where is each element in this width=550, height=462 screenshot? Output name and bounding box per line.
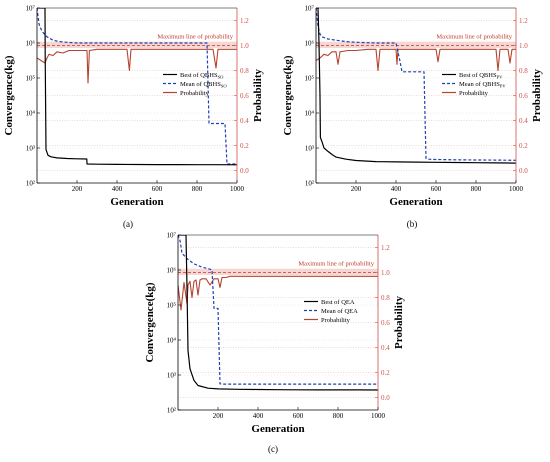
x-tick-label: 800: [471, 185, 482, 193]
series-line-2: [316, 8, 516, 161]
panel-label: (b): [407, 219, 418, 229]
y-tick-label: 10⁶: [167, 267, 177, 275]
y2-tick-label: 1.2: [519, 17, 528, 25]
series-line-1: [178, 235, 378, 391]
legend-label: Probability: [321, 317, 351, 324]
y-tick-label: 10⁷: [26, 5, 36, 13]
y2-tick-label: 0.8: [381, 294, 390, 302]
y2-tick-label: 0.2: [240, 142, 249, 150]
legend-label: Mean of QBHSSO: [180, 81, 227, 89]
y-tick-label: 10⁵: [167, 302, 177, 310]
x-tick-label: 600: [431, 185, 442, 193]
y2-tick-label: 0.2: [519, 142, 528, 150]
legend-label: Probability: [459, 90, 489, 97]
x-tick-label: 800: [192, 185, 203, 193]
series-line-1: [37, 8, 237, 166]
y-tick-label: 10²: [305, 180, 314, 188]
y2-tick-label: 0.8: [240, 67, 249, 75]
y2-tick-label: 1.0: [381, 269, 390, 277]
y-tick-label: 10⁴: [167, 337, 177, 345]
y-tick-label: 10³: [167, 372, 176, 380]
series-line-1: [316, 8, 516, 164]
series-line-3: [178, 275, 378, 311]
y2-tick-label: 0.0: [519, 167, 528, 175]
y-axis-title: Convergence(kg): [3, 55, 15, 135]
max-line-label: Maximum line of probability: [298, 261, 374, 268]
y-tick-label: 10⁶: [305, 40, 315, 48]
y2-axis-title: Probability: [252, 69, 264, 122]
max-line-label: Maximum line of probability: [157, 34, 233, 41]
y-tick-label: 10⁵: [26, 75, 36, 83]
y-axis-title: Convergence(kg): [282, 55, 294, 135]
legend-label: Best of QEA: [321, 299, 355, 306]
panel-label: (c): [268, 444, 278, 454]
y2-tick-label: 0.0: [240, 167, 249, 175]
y2-tick-label: 1.2: [381, 244, 390, 252]
x-tick-label: 1000: [371, 412, 386, 420]
max-probability-band: [316, 41, 516, 48]
x-axis-title: Generation: [110, 196, 163, 208]
y2-tick-label: 0.6: [519, 92, 528, 100]
y2-tick-label: 0.4: [240, 117, 249, 125]
y-tick-label: 10⁵: [305, 75, 315, 83]
x-tick-label: 200: [213, 412, 224, 420]
y2-axis-title: Probability: [393, 296, 405, 349]
legend-label: Probability: [180, 90, 210, 97]
y-tick-label: 10⁴: [26, 110, 36, 118]
y2-tick-label: 0.4: [381, 344, 390, 352]
x-tick-label: 200: [72, 185, 83, 193]
y-tick-label: 10²: [167, 407, 176, 415]
x-tick-label: 800: [333, 412, 344, 420]
y-tick-label: 10²: [26, 180, 35, 188]
chart-panel-2: Maximum line of probability 200 400 600 800 1…: [282, 5, 543, 230]
max-probability-band: [37, 41, 237, 48]
y-tick-label: 10⁴: [305, 110, 315, 118]
legend-label: Mean of QEA: [321, 308, 358, 315]
x-tick-label: 1000: [230, 185, 245, 193]
legend-label: Best of QBHSSO: [180, 72, 224, 80]
y2-tick-label: 0.6: [240, 92, 249, 100]
x-tick-label: 600: [293, 412, 304, 420]
legend-label: Mean of QBHSPV: [459, 81, 506, 89]
y-tick-label: 10⁶: [26, 40, 36, 48]
panel-label: (a): [123, 219, 133, 229]
y-tick-label: 10³: [305, 145, 314, 153]
y2-tick-label: 1.0: [240, 42, 249, 50]
series-line-2: [37, 8, 237, 165]
series-line-3: [316, 48, 516, 72]
x-tick-label: 1000: [509, 185, 524, 193]
series-line-3: [37, 48, 237, 84]
x-tick-label: 400: [112, 185, 123, 193]
legend-label: Best of QBHSPV: [459, 72, 503, 80]
x-axis-title: Generation: [389, 196, 442, 208]
y-tick-label: 10³: [26, 145, 35, 153]
x-tick-label: 200: [351, 185, 362, 193]
series-line-2: [178, 235, 378, 385]
y-axis-title: Convergence(kg): [144, 282, 156, 362]
chart-panel-3: Maximum line of probability 200 400 600 800 1…: [144, 232, 405, 455]
max-line-label: Maximum line of probability: [436, 34, 512, 41]
max-probability-band: [178, 268, 378, 275]
x-tick-label: 400: [391, 185, 402, 193]
x-tick-label: 400: [253, 412, 264, 420]
y-tick-label: 10⁷: [167, 232, 177, 240]
y-tick-label: 10⁷: [305, 5, 315, 13]
x-axis-title: Generation: [251, 423, 304, 435]
chart-panel-1: Maximum line of probability 200 400 600 800 1…: [3, 5, 264, 230]
y2-tick-label: 0.0: [381, 394, 390, 402]
y2-tick-label: 0.2: [381, 369, 390, 377]
y2-tick-label: 0.4: [519, 117, 528, 125]
y2-tick-label: 1.2: [240, 17, 249, 25]
y2-tick-label: 0.6: [381, 319, 390, 327]
y2-tick-label: 0.8: [519, 67, 528, 75]
y2-tick-label: 1.0: [519, 42, 528, 50]
y2-axis-title: Probability: [531, 69, 543, 122]
x-tick-label: 600: [152, 185, 163, 193]
